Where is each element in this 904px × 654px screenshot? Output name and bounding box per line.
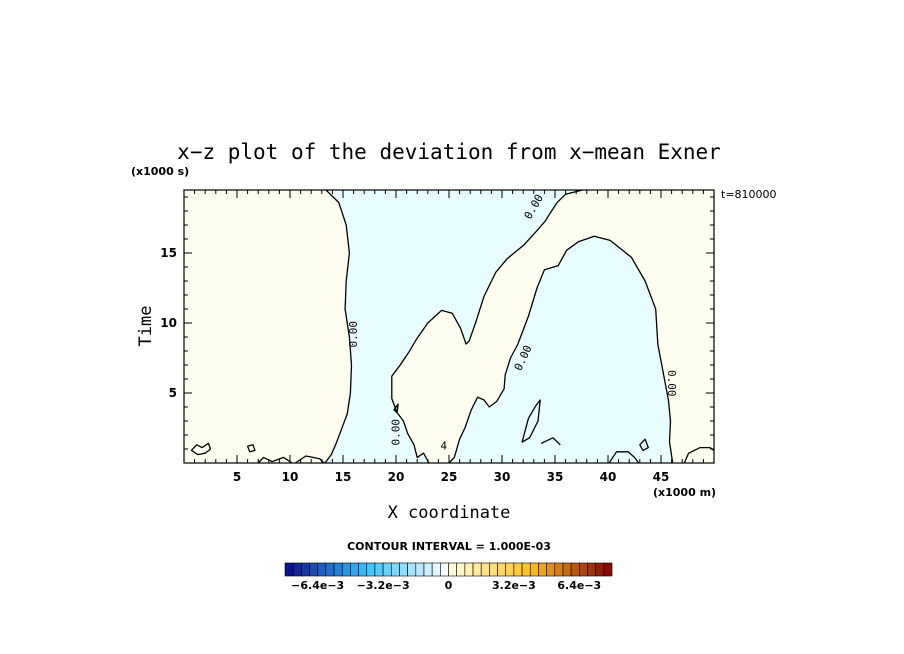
contour-left	[324, 189, 353, 464]
colorbar-cell	[464, 562, 474, 577]
y-tick-labels: 5 10 15	[160, 246, 177, 400]
colorbar-cell	[374, 562, 384, 577]
colorbar-cell	[554, 562, 564, 577]
colorbar-cell	[603, 562, 613, 577]
x-tick-label: 45	[653, 470, 670, 484]
contour-label-0: 0.00	[347, 321, 360, 348]
colorbar-cell	[292, 562, 302, 577]
colorbar-cell	[562, 562, 572, 577]
x-tick-label: 15	[335, 470, 352, 484]
y-tick-label: 15	[160, 246, 177, 260]
colorbar-cell	[456, 562, 466, 577]
colorbar-tick-labels: −6.4e−3 −3.2e−3 0 3.2e−3 6.4e−3	[291, 579, 601, 592]
y-tick-label: 5	[169, 386, 177, 400]
colorbar-cell	[440, 562, 449, 577]
axis-ticks	[184, 190, 714, 463]
colorbar-cell	[587, 562, 596, 577]
x-tick-label: 30	[494, 470, 511, 484]
colorbar-cell	[333, 562, 343, 577]
colorbar-tick-label: 6.4e−3	[557, 579, 601, 592]
contour-island	[540, 437, 561, 446]
zero-contours	[190, 189, 715, 464]
colorbar-cell	[423, 562, 433, 577]
plot-area: 0.000.000.000.000.004 5 10 15 20 25 30 35 40 45 …	[160, 189, 715, 484]
colorbar-cell	[350, 562, 359, 577]
colorbar-cell	[390, 562, 400, 577]
colorbar-cell	[570, 562, 580, 577]
contour-right	[448, 235, 674, 464]
x-tick-label: 20	[388, 470, 405, 484]
colorbar-tick-label: −3.2e−3	[357, 579, 410, 592]
colorbar-cell	[529, 562, 539, 577]
colorbar-cell	[521, 562, 531, 577]
contour-tongue	[391, 189, 583, 464]
colorbar-cell	[595, 562, 605, 577]
x-tick-labels: 5 10 15 20 25 30 35 40 45	[233, 470, 670, 484]
y-axis-label: Time	[136, 306, 156, 347]
colorbar-cell	[448, 562, 457, 577]
contour-island	[246, 444, 256, 453]
contour-island	[639, 438, 649, 452]
colorbar-cell	[341, 562, 351, 577]
colorbar-cell	[358, 562, 368, 577]
colorbar-cell	[497, 562, 507, 577]
contour-label-4: 0.00	[665, 370, 678, 397]
x-tick-label: 35	[547, 470, 564, 484]
colorbar-cell	[284, 562, 294, 577]
contour-island	[190, 442, 212, 456]
colorbar-cell	[317, 562, 327, 577]
colorbar-cell	[513, 562, 523, 577]
colorbar-cell	[415, 562, 425, 577]
contour-label-1: 0.00	[390, 419, 403, 446]
colorbar-cell	[472, 562, 482, 577]
colorbar-cell	[538, 562, 547, 577]
y-tick-label: 10	[160, 316, 177, 330]
x-tick-label: 40	[600, 470, 617, 484]
colorbar-cell	[399, 562, 408, 577]
colorbar-cell	[301, 562, 310, 577]
x-axis-label: X coordinate	[388, 503, 511, 523]
x-tick-label: 5	[233, 470, 241, 484]
colorbar-cell	[325, 562, 335, 577]
contour-interval-text: CONTOUR INTERVAL = 1.000E-03	[347, 540, 551, 553]
colorbar-cell	[431, 562, 441, 577]
chart-title: x−z plot of the deviation from x−mean Ex…	[177, 140, 721, 164]
time-label: t=810000	[721, 188, 777, 201]
negative-region	[325, 190, 673, 463]
contour-island	[521, 399, 541, 443]
colorbar-cell	[382, 562, 392, 577]
colorbar-cell	[309, 562, 318, 577]
x-tick-label: 25	[441, 470, 458, 484]
colorbar-tick-label: 0	[445, 579, 453, 592]
colorbar-cell	[480, 562, 490, 577]
y-axis-unit: (x1000 s)	[131, 165, 189, 178]
colorbar-cell	[546, 562, 556, 577]
x-axis-unit: (x1000 m)	[653, 486, 716, 499]
colorbar-tick-label: −6.4e−3	[291, 579, 344, 592]
x-tick-label: 10	[282, 470, 299, 484]
colorbar-cell	[578, 562, 588, 577]
contour-bottom	[608, 451, 640, 464]
colorbar-cell	[407, 562, 417, 577]
contour-bottom	[257, 456, 293, 464]
colorbar-tick-label: 3.2e−3	[492, 579, 536, 592]
colorbar-cell	[505, 562, 515, 577]
contour-island	[393, 403, 399, 414]
colorbar	[284, 562, 613, 577]
contour-label-5: 4	[440, 440, 447, 453]
colorbar-cell	[366, 562, 376, 577]
colorbar-cell	[489, 562, 498, 577]
